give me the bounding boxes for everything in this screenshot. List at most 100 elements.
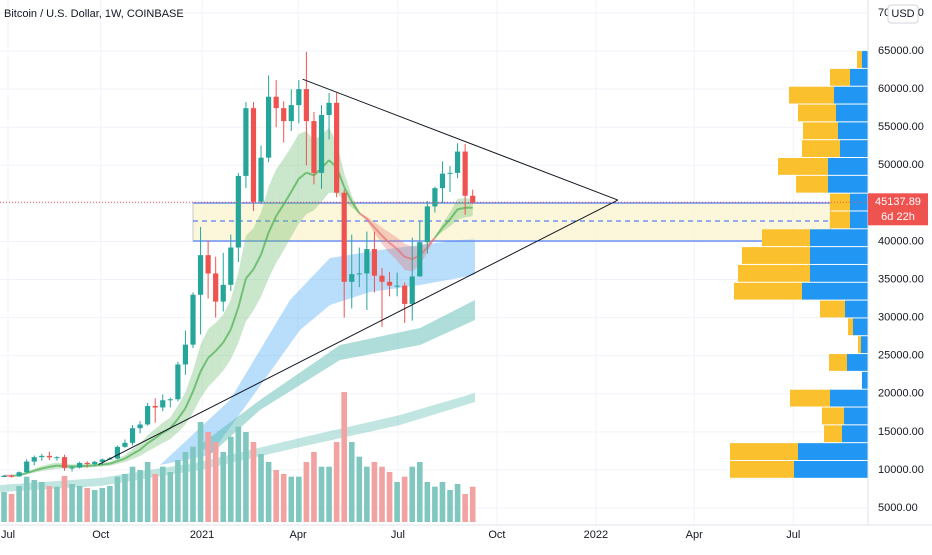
y-tick-label: 25000.00 — [878, 350, 924, 362]
candle-body — [410, 276, 415, 303]
candle-body — [440, 174, 445, 188]
ribbon-line — [458, 208, 466, 209]
currency-label[interactable]: USD — [891, 8, 914, 20]
volume-bar — [47, 486, 53, 522]
candle-body — [130, 428, 135, 443]
profile-up-bar — [830, 390, 868, 407]
volume-bar — [243, 432, 249, 522]
candle-body — [258, 158, 263, 202]
volume-bar — [54, 487, 60, 522]
candle-body — [153, 406, 158, 408]
volume-bar — [236, 427, 242, 522]
profile-down-bar — [802, 140, 840, 157]
volume-bar — [99, 488, 105, 522]
volume-bar — [31, 480, 37, 522]
profile-up-bar — [844, 408, 868, 425]
y-tick-label: 35000.00 — [878, 273, 924, 285]
candle-body — [236, 176, 241, 248]
volume-bar — [402, 477, 408, 522]
price-tag-countdown: 6d 22h — [881, 211, 915, 223]
volume-bar — [107, 486, 113, 522]
candle-body — [289, 105, 294, 121]
candle-body — [463, 152, 468, 196]
x-tick-label: 2022 — [584, 529, 608, 541]
candle-body — [160, 400, 165, 407]
candle-body — [190, 295, 195, 345]
candle-body — [447, 173, 452, 174]
volume-bar — [220, 452, 226, 522]
candle-body — [251, 108, 256, 202]
profile-up-bar — [828, 158, 868, 175]
volume-bar — [417, 462, 423, 522]
volume-bar — [455, 484, 461, 522]
y-tick-label: 55000.00 — [878, 121, 924, 133]
volume-bar — [39, 482, 45, 522]
candle-body — [122, 443, 127, 447]
volume-bar — [251, 442, 257, 522]
volume-bar — [447, 490, 453, 522]
ribbon-line — [49, 466, 57, 467]
candle-body — [455, 152, 460, 173]
volume-bar — [145, 462, 151, 522]
volume-bar — [77, 486, 83, 522]
candle-body — [349, 274, 354, 282]
ribbon-line — [87, 465, 95, 466]
profile-down-bar — [762, 229, 810, 246]
volume-bar — [190, 447, 196, 522]
volume-bar — [228, 437, 234, 522]
y-tick-label: 10000.00 — [878, 464, 924, 476]
candle-body — [9, 476, 14, 477]
candle-body — [69, 467, 74, 468]
volume-bar — [84, 488, 90, 522]
volume-bar — [1, 492, 7, 522]
volume-bar — [115, 477, 121, 522]
profile-down-bar — [829, 354, 847, 371]
x-tick-label: Jul — [1, 529, 15, 541]
y-tick-label: 40000.00 — [878, 235, 924, 247]
candle-body — [1, 476, 6, 477]
profile-up-bar — [836, 105, 868, 122]
profile-up-bar — [861, 336, 868, 353]
profile-up-bar — [810, 265, 868, 282]
candle-body — [221, 285, 226, 302]
candle-body — [425, 206, 430, 242]
volume-bar — [213, 442, 219, 522]
x-tick-label: Apr — [686, 529, 703, 541]
profile-down-bar — [730, 461, 794, 478]
volume-bar — [326, 467, 332, 522]
volume-bar — [470, 487, 476, 522]
candle-body — [470, 196, 475, 203]
volume-bar — [130, 467, 136, 522]
candle-body — [334, 103, 339, 193]
candle-body — [266, 97, 271, 158]
profile-up-bar — [794, 461, 868, 478]
candle-body — [137, 424, 142, 428]
candle-body — [39, 456, 44, 457]
profile-up-bar — [862, 51, 868, 68]
x-tick-label: Apr — [290, 529, 307, 541]
profile-up-bar — [850, 69, 868, 86]
volume-bar — [304, 462, 310, 522]
volume-bar — [258, 454, 264, 522]
candle-body — [206, 255, 211, 273]
candle-body — [372, 249, 377, 276]
volume-bar — [69, 484, 75, 522]
profile-down-bar — [798, 105, 836, 122]
profile-up-bar — [853, 318, 868, 335]
volume-bar — [152, 474, 158, 522]
candle-body — [243, 108, 248, 176]
candle-body — [198, 255, 203, 295]
profile-down-bar — [803, 122, 838, 139]
ribbon-line — [95, 465, 103, 466]
profile-up-bar — [850, 211, 868, 228]
profile-down-bar — [790, 390, 830, 407]
profile-down-bar — [822, 408, 844, 425]
x-tick-label: Jul — [391, 529, 405, 541]
chart-title: Bitcoin / U.S. Dollar, 1W, COINBASE — [4, 8, 184, 20]
volume-bar — [160, 467, 166, 522]
candle-body — [175, 364, 180, 399]
candle-body — [274, 97, 279, 108]
candle-body — [228, 248, 233, 285]
